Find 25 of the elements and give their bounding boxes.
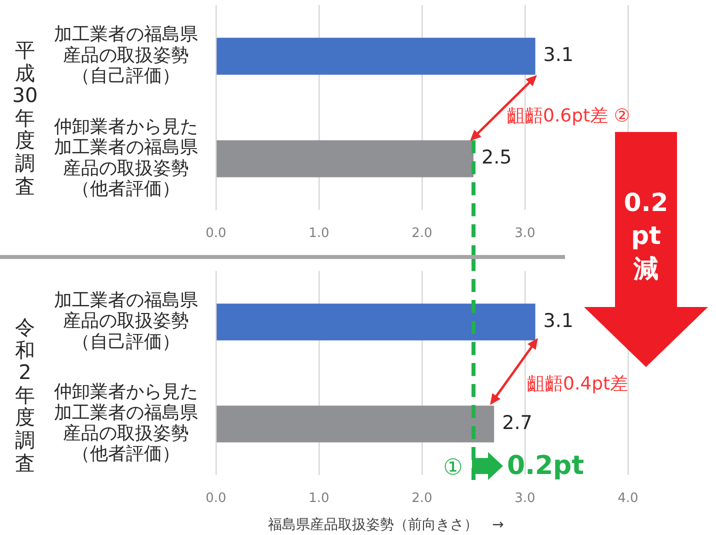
data-label: 2.7 <box>502 412 532 434</box>
x-tick-label: 0.0 <box>206 491 226 506</box>
x-tick-label: 2.0 <box>412 491 432 506</box>
x-tick-label: 1.0 <box>308 491 330 506</box>
annotation: 齟齬0.6pt差 ② <box>507 106 630 128</box>
x-tick-label: 0.0 <box>206 226 226 242</box>
data-label: 3.1 <box>543 44 574 66</box>
x-axis-title: 福島県産品取扱姿勢（前向きさ） → <box>268 516 504 534</box>
annotation: 齟齬0.4pt差 <box>527 374 628 396</box>
x-tick-label: 2.0 <box>412 226 432 242</box>
x-tick-label: 3.0 <box>514 491 536 506</box>
data-label: 2.5 <box>482 146 512 169</box>
x-tick-label: 3.0 <box>514 226 536 242</box>
y-tick-label: 仲卸業者から見た加工業者の福島県産品の取扱姿勢（他者評価） <box>54 382 198 465</box>
x-tick-label: 1.0 <box>308 226 330 242</box>
x-tick-label: 4.0 <box>618 491 638 506</box>
y-axis-title: 平成30年度調査 <box>12 38 38 198</box>
y-tick-label: 加工業者の福島県産品の取扱姿勢（自己評価） <box>54 24 198 87</box>
y-axis-title: 令和2年度調査 <box>15 315 35 475</box>
annotation: ① <box>443 455 463 481</box>
data-label: 3.1 <box>543 310 574 332</box>
annotation: 0.2pt <box>507 451 584 482</box>
y-tick-label: 加工業者の福島県産品の取扱姿勢（自己評価） <box>54 290 198 352</box>
y-tick-label: 仲卸業者から見た加工業者の福島県産品の取扱姿勢（他者評価） <box>54 116 198 200</box>
annotation: 0.2 pt 減 <box>624 187 668 285</box>
